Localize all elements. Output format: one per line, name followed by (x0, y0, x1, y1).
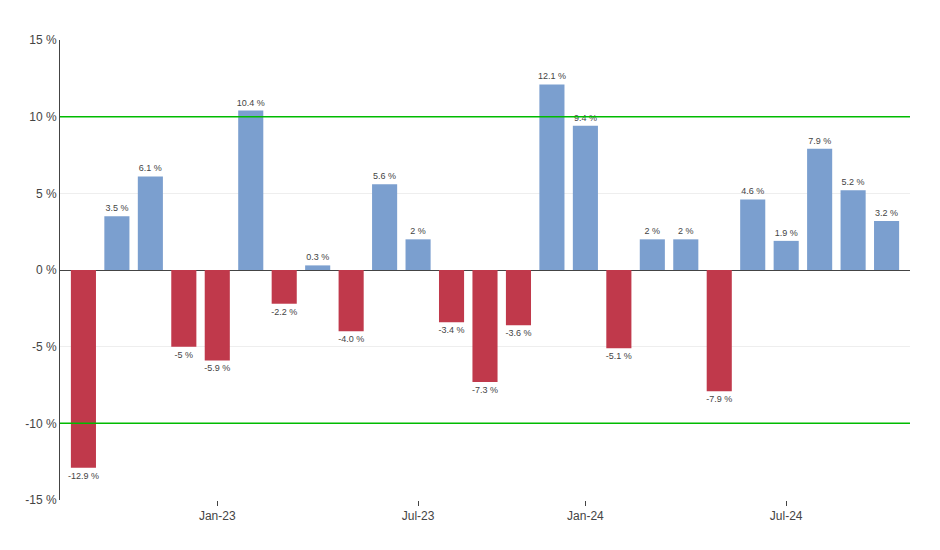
svg-text:-5 %: -5 % (175, 350, 194, 360)
svg-text:-7.9 %: -7.9 % (706, 394, 732, 404)
svg-text:-7.3 %: -7.3 % (472, 385, 498, 395)
svg-text:-3.6 %: -3.6 % (505, 328, 531, 338)
svg-text:Jul-23: Jul-23 (402, 509, 435, 523)
svg-text:0.3 %: 0.3 % (306, 252, 329, 262)
svg-text:-10 %: -10 % (25, 417, 57, 431)
svg-text:-2.2 %: -2.2 % (271, 307, 297, 317)
svg-text:-5 %: -5 % (32, 340, 57, 354)
svg-text:10.4 %: 10.4 % (237, 98, 265, 108)
svg-text:-12.9 %: -12.9 % (68, 471, 99, 481)
svg-text:-5.9 %: -5.9 % (204, 363, 230, 373)
svg-text:-5.1 %: -5.1 % (606, 351, 632, 361)
svg-text:2 %: 2 % (645, 226, 661, 236)
svg-text:-4.0 %: -4.0 % (338, 334, 364, 344)
svg-text:5 %: 5 % (36, 187, 57, 201)
svg-text:-3.4 %: -3.4 % (439, 325, 465, 335)
svg-text:12.1 %: 12.1 % (538, 71, 566, 81)
svg-text:1.9 %: 1.9 % (775, 228, 798, 238)
svg-text:3.2 %: 3.2 % (875, 208, 898, 218)
svg-text:4.6 %: 4.6 % (741, 186, 764, 196)
svg-text:2 %: 2 % (678, 226, 694, 236)
svg-text:Jan-23: Jan-23 (199, 509, 236, 523)
svg-text:9.4 %: 9.4 % (574, 113, 597, 123)
svg-text:Jan-24: Jan-24 (567, 509, 604, 523)
svg-text:15 %: 15 % (29, 33, 57, 47)
svg-text:Jul-24: Jul-24 (770, 509, 803, 523)
svg-text:5.6 %: 5.6 % (373, 171, 396, 181)
svg-text:6.1 %: 6.1 % (139, 163, 162, 173)
svg-text:0 %: 0 % (36, 263, 57, 277)
svg-text:10 %: 10 % (29, 110, 57, 124)
svg-text:-15 %: -15 % (25, 493, 57, 507)
svg-text:3.5 %: 3.5 % (105, 203, 128, 213)
svg-text:5.2 %: 5.2 % (842, 177, 865, 187)
svg-text:7.9 %: 7.9 % (808, 136, 831, 146)
svg-text:2 %: 2 % (410, 226, 426, 236)
